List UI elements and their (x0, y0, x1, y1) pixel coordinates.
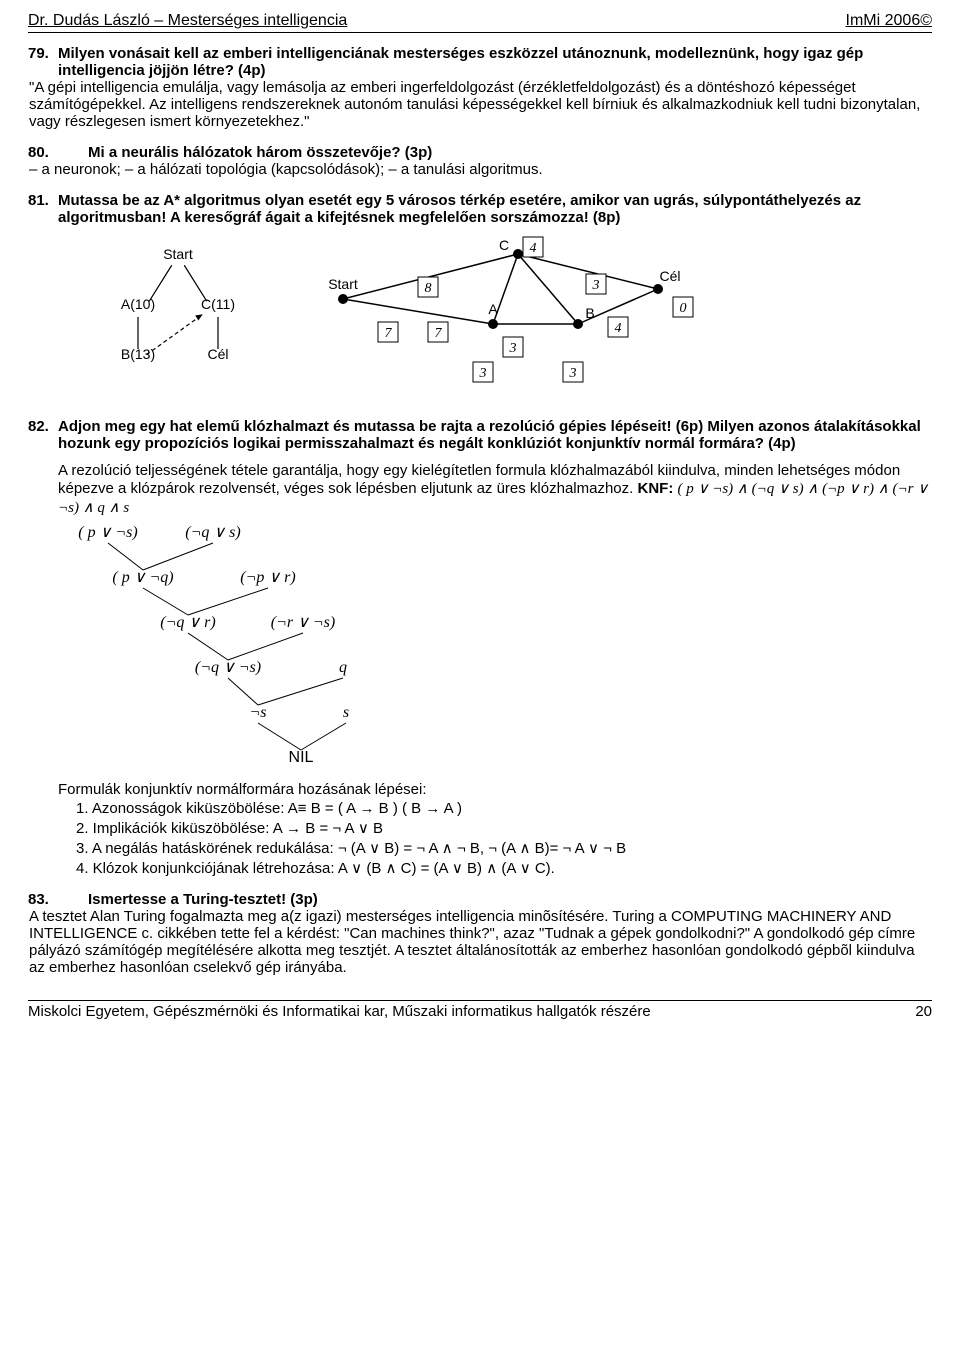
svg-text:(¬r ∨ ¬s): (¬r ∨ ¬s) (271, 614, 335, 631)
svg-text:A: A (488, 301, 498, 317)
svg-text:Cél: Cél (659, 268, 680, 284)
footer-page: 20 (915, 1003, 932, 1020)
svg-text:7: 7 (435, 326, 443, 341)
knf-label: KNF: (638, 480, 674, 497)
step-4: 4. Klózok konjunkciójának létrehozása: A… (76, 859, 932, 877)
svg-text:(¬p ∨ r): (¬p ∨ r) (240, 569, 295, 586)
svg-text:(¬q ∨ r): (¬q ∨ r) (160, 614, 215, 631)
header-left: Dr. Dudás László – Mesterséges intellige… (28, 12, 347, 30)
step-2: 2. Implikációk kiküszöbölése: A → B = ¬ … (76, 819, 932, 837)
svg-text:A(10): A(10) (121, 296, 155, 312)
svg-text:s: s (343, 704, 349, 721)
svg-text:4: 4 (530, 241, 537, 256)
question-79: 79. Milyen vonásait kell az emberi intel… (28, 45, 932, 130)
svg-text:(¬q ∨ s): (¬q ∨ s) (185, 524, 240, 541)
svg-text:q: q (339, 659, 347, 676)
svg-text:C: C (499, 237, 509, 253)
svg-text:B: B (585, 305, 594, 321)
q79-body: "A gépi intelligencia emulálja, vagy lem… (29, 79, 932, 130)
q83-number: 83. (28, 891, 58, 908)
step-1: 1. Azonosságok kiküszöbölése: A≡ B = ( A… (76, 800, 932, 817)
svg-text:8: 8 (425, 281, 432, 296)
svg-text:Start: Start (328, 276, 358, 292)
svg-text:NIL: NIL (289, 749, 314, 766)
q81-number: 81. (28, 192, 58, 209)
svg-text:3: 3 (569, 366, 577, 381)
q83-body: A tesztet Alan Turing fogalmazta meg a(z… (29, 908, 932, 976)
question-80: 80. Mi a neurális hálózatok három összet… (28, 144, 932, 178)
svg-text:( p ∨ ¬s): ( p ∨ ¬s) (78, 524, 137, 541)
resolution-tree-diagram: ( p ∨ ¬s) (¬q ∨ s) ( p ∨ ¬q) (¬p ∨ r) (¬q ∨ … (58, 517, 418, 777)
svg-text:3: 3 (509, 341, 517, 356)
step-3: 3. A negálás hatáskörének redukálása: ¬ … (76, 839, 932, 857)
q82-paragraph: A rezolúció teljességének tétele garantá… (58, 462, 932, 517)
steps-lead: Formulák konjunktív normálformára hozásá… (58, 781, 932, 798)
svg-text:0: 0 (680, 301, 687, 316)
q80-title: Mi a neurális hálózatok három összetevőj… (88, 144, 432, 161)
q79-number: 79. (28, 45, 58, 62)
svg-text:3: 3 (592, 278, 600, 293)
q82-title: Adjon meg egy hat elemű klózhalmazt és m… (58, 418, 932, 452)
q80-number: 80. (28, 144, 58, 161)
svg-text:(¬q ∨ ¬s): (¬q ∨ ¬s) (195, 659, 261, 676)
question-82: 82. Adjon meg egy hat elemű klózhalmazt … (28, 418, 932, 877)
normal-form-steps: Formulák konjunktív normálformára hozásá… (58, 781, 932, 877)
header-right: ImMi 2006© (846, 12, 932, 30)
search-tree-diagram: Start A(10) C(11) B(13) Cél (88, 234, 278, 384)
q82-number: 82. (28, 418, 58, 435)
city-graph-diagram: Start C A B Cél 8 7 7 4 3 3 3 3 4 0 (318, 234, 718, 404)
svg-text:( p ∨ ¬q): ( p ∨ ¬q) (112, 569, 173, 586)
svg-text:3: 3 (479, 366, 487, 381)
svg-text:B(13): B(13) (121, 346, 155, 362)
q81-title: Mutassa be az A* algoritmus olyan esetét… (58, 192, 932, 226)
question-81: 81. Mutassa be az A* algoritmus olyan es… (28, 192, 932, 404)
q83-title: Ismertesse a Turing-tesztet! (3p) (88, 891, 318, 908)
q79-title: Milyen vonásait kell az emberi intellige… (58, 45, 932, 79)
q80-body: – a neuronok; – a hálózati topológia (ka… (29, 161, 932, 178)
page-header: Dr. Dudás László – Mesterséges intellige… (28, 12, 932, 33)
footer-left: Miskolci Egyetem, Gépészmérnöki és Infor… (28, 1003, 651, 1020)
svg-text:Cél: Cél (207, 346, 228, 362)
svg-text:4: 4 (615, 321, 622, 336)
svg-text:C(11): C(11) (201, 296, 235, 312)
svg-text:Start: Start (163, 246, 193, 262)
page-footer: Miskolci Egyetem, Gépészmérnöki és Infor… (28, 1000, 932, 1020)
svg-text:7: 7 (385, 326, 393, 341)
svg-text:¬s: ¬s (249, 704, 266, 721)
question-83: 83. Ismertesse a Turing-tesztet! (3p) A … (28, 891, 932, 976)
